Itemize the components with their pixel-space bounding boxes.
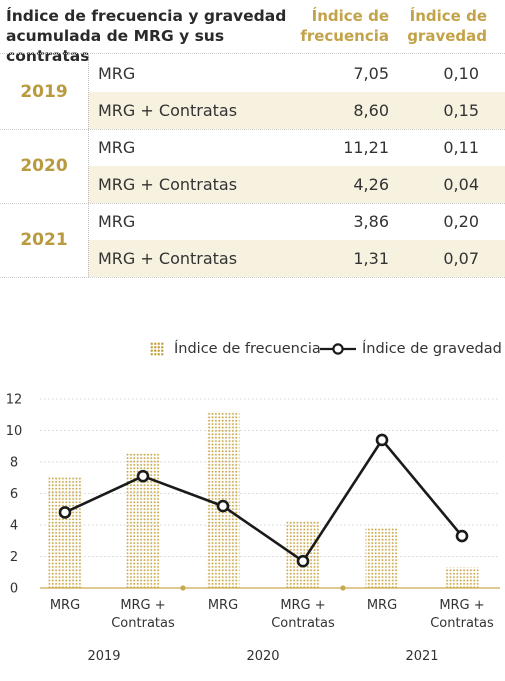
row-name: MRG [98, 64, 136, 83]
table-row: MRG + Contratas 1,31 0,07 [88, 240, 505, 277]
table-row: MRG 3,86 0,20 [88, 203, 505, 240]
row-gravity: 0,20 [443, 212, 479, 231]
x-tick-label: MRG [208, 598, 238, 613]
year-group-2020: 2020 MRG 11,21 0,11 MRG + Contratas 4,26… [0, 129, 505, 203]
row-name: MRG + Contratas [98, 249, 238, 268]
column-header-gravity-line2: gravedad [407, 27, 487, 45]
table-divider [0, 129, 505, 130]
x-tick-label: MRG + [439, 598, 484, 613]
x-tick-label: MRG [50, 598, 80, 613]
column-header-gravity-line1: Índice de [409, 7, 487, 25]
table-divider [0, 277, 505, 278]
row-gravity: 0,04 [443, 175, 479, 194]
x-tick-label: MRG + [280, 598, 325, 613]
table-row: MRG + Contratas 8,60 0,15 [88, 92, 505, 129]
x-tick-label: MRG + [120, 598, 165, 613]
row-name: MRG [98, 212, 136, 231]
frequency-bar [365, 527, 399, 588]
row-name: MRG + Contratas [98, 101, 238, 120]
table-title-line2: acumulada de MRG y sus contratas [6, 27, 225, 65]
year-group-labels: 2019 2020 2021 [87, 649, 438, 664]
row-gravity: 0,10 [443, 64, 479, 83]
row-name: MRG + Contratas [98, 175, 238, 194]
group-label: 2019 [87, 649, 120, 664]
gravity-series-line [64, 438, 463, 563]
line-marker-swatch-icon [320, 343, 356, 355]
x-tick-label: MRG [367, 598, 397, 613]
gravity-line [58, 433, 469, 568]
legend-label: Índice de gravedad [362, 341, 502, 357]
row-frequency: 4,26 [353, 175, 389, 194]
group-divider-dot [180, 585, 186, 591]
column-header-frequency: Índice de frecuencia [292, 6, 389, 46]
gravity-point [296, 554, 310, 568]
row-frequency: 1,31 [353, 249, 389, 268]
row-frequency: 7,05 [353, 64, 389, 83]
dotted-bar-swatch-icon [150, 342, 164, 356]
x-axis [40, 585, 500, 591]
y-axis-labels: 0 2 4 6 8 10 12 [6, 393, 23, 597]
year-group-2021: 2021 MRG 3,86 0,20 MRG + Contratas 1,31 … [0, 203, 505, 277]
row-gravity: 0,07 [443, 249, 479, 268]
gravity-point [375, 433, 389, 447]
row-frequency: 8,60 [353, 101, 389, 120]
year-label: 2020 [20, 156, 68, 176]
gravity-point [455, 529, 469, 543]
column-header-frequency-line2: frecuencia [300, 27, 389, 45]
x-axis-labels: MRG MRG + Contratas MRG MRG + Contratas MRG MRG… [50, 598, 494, 631]
table-row: MRG 11,21 0,11 [88, 129, 505, 166]
group-label: 2020 [246, 649, 279, 664]
gravity-point [136, 469, 150, 483]
x-tick-label: Contratas [111, 616, 175, 631]
y-tick-label: 4 [10, 519, 18, 534]
frequency-bar [445, 567, 479, 588]
year-group-2019: 2019 MRG 7,05 0,10 MRG + Contratas 8,60 … [0, 55, 505, 129]
gridlines [40, 398, 500, 557]
group-label: 2021 [405, 649, 438, 664]
x-tick-label: Contratas [271, 616, 335, 631]
year-label: 2019 [20, 82, 68, 102]
y-tick-label: 6 [10, 487, 18, 502]
frequency-bar [48, 476, 82, 588]
column-header-gravity: Índice de gravedad [400, 6, 487, 46]
group-divider-dot [340, 585, 346, 591]
row-frequency: 11,21 [343, 138, 389, 157]
frequency-bar [206, 411, 240, 588]
table-title-line1: Índice de frecuencia y gravedad [6, 7, 287, 25]
gravity-point [58, 506, 72, 519]
row-frequency: 3,86 [353, 212, 389, 231]
column-header-frequency-line1: Índice de [311, 7, 389, 25]
frequency-bars [48, 411, 479, 588]
table-header: Índice de frecuencia y gravedad acumulad… [0, 0, 505, 65]
row-gravity: 0,11 [443, 138, 479, 157]
table-title: Índice de frecuencia y gravedad acumulad… [6, 6, 291, 66]
legend-item-gravity: Índice de gravedad [320, 338, 502, 360]
row-gravity: 0,15 [443, 101, 479, 120]
y-tick-label: 2 [10, 550, 18, 565]
legend-label: Índice de frecuencia [174, 341, 321, 357]
x-tick-label: Contratas [430, 616, 494, 631]
y-tick-label: 8 [10, 456, 18, 471]
row-name: MRG [98, 138, 136, 157]
legend-item-frequency: Índice de frecuencia [150, 338, 321, 360]
table-row: MRG + Contratas 4,26 0,04 [88, 166, 505, 203]
table-row: MRG 7,05 0,10 [88, 55, 505, 92]
combo-chart: 0 2 4 6 8 10 12 MRG MRG + Contratas MRG MRG + Contr… [6, 393, 500, 664]
gravity-point [216, 499, 230, 513]
y-tick-label: 12 [6, 393, 23, 408]
y-tick-label: 10 [6, 424, 23, 439]
year-column-divider [88, 55, 89, 277]
table-divider [0, 203, 505, 204]
table-divider [0, 53, 505, 54]
y-tick-label: 0 [10, 582, 18, 597]
year-label: 2021 [20, 230, 68, 250]
